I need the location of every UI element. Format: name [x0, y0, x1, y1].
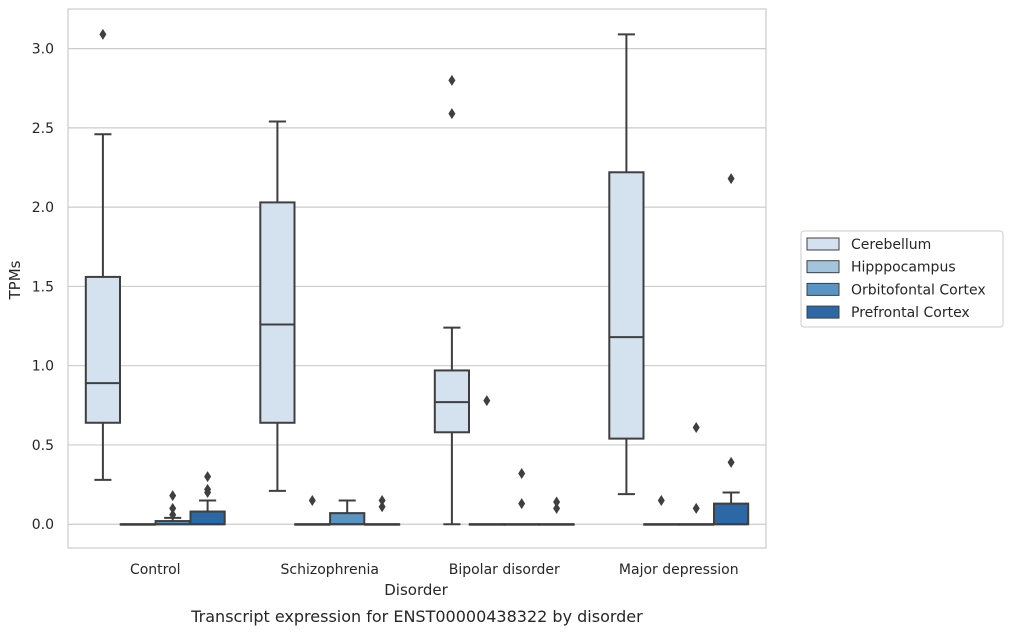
outlier-point [378, 494, 386, 506]
box-1-3 [363, 494, 401, 526]
y-tick-label: 2.0 [32, 200, 54, 216]
box-3-1 [643, 494, 680, 526]
box-2-0 [433, 74, 471, 526]
x-axis-title: Disorder [384, 581, 448, 599]
box-2-2 [503, 467, 540, 526]
y-axis-title: TPMs [6, 260, 24, 300]
outlier-point [727, 456, 735, 468]
x-tick-label: Control [130, 562, 181, 578]
y-tick-labels: 0.0 0.5 1.0 1.5 2.0 2.5 3.0 [32, 42, 54, 534]
box-0-1 [119, 523, 156, 526]
grid-layer [68, 48, 766, 525]
box-0-3 [189, 471, 226, 526]
box-1-0 [259, 120, 296, 492]
outlier-point [448, 108, 456, 120]
outlier-point [448, 74, 456, 86]
outlier-point [657, 494, 665, 506]
box-2-3 [538, 496, 575, 526]
box-body [84, 275, 122, 424]
box-body [329, 512, 366, 526]
box-3-0 [608, 33, 645, 496]
box-0-0 [84, 28, 122, 481]
outlier-point [204, 483, 212, 495]
plot-frame [67, 8, 767, 549]
y-tick-label: 0.5 [32, 438, 54, 454]
y-tick-label: 3.0 [32, 42, 54, 58]
box-body [259, 201, 296, 424]
outlier-point [727, 173, 735, 185]
box-0-2 [154, 490, 191, 526]
legend-label: Hipppocampus [851, 260, 956, 276]
legend-label: Cerebellum [851, 237, 931, 253]
box-3-2 [678, 422, 715, 526]
chart-caption: Transcript expression for ENST0000043832… [190, 607, 643, 626]
outlier-point [692, 422, 700, 434]
outlier-point [99, 28, 107, 40]
legend-label: Orbitofontal Cortex [851, 282, 986, 298]
outlier-point [204, 471, 212, 483]
outlier-point [169, 509, 177, 521]
box-layer [84, 28, 750, 526]
outlier-point [518, 498, 526, 510]
box-1-2 [329, 499, 366, 526]
outlier-point [169, 502, 177, 514]
y-tick-label: 1.5 [32, 279, 54, 295]
legend: Cerebellum Hipppocampus Orbitofontal Corte… [800, 230, 1004, 328]
outlier-point [553, 496, 561, 508]
box-body [712, 502, 750, 526]
x-tick-labels: Control Schizophrenia Bipolar disorder Majo… [130, 562, 739, 578]
outlier-point [692, 502, 700, 514]
y-tick-label: 2.5 [32, 121, 54, 137]
outlier-point [483, 395, 491, 407]
legend-frame [800, 230, 1004, 328]
outlier-point [308, 494, 316, 506]
box-body [189, 510, 226, 526]
y-tick-label: 0.0 [32, 517, 54, 533]
x-tick-label: Bipolar disorder [449, 562, 560, 578]
legend-swatch [806, 282, 840, 296]
legend-swatch [806, 260, 840, 274]
outlier-point [518, 467, 526, 479]
outlier-point [378, 501, 386, 513]
x-tick-label: Major depression [619, 562, 739, 578]
legend-swatch [806, 237, 840, 251]
box-3-3 [712, 173, 750, 526]
legend-label: Prefrontal Cortex [851, 305, 970, 321]
x-tick-label: Schizophrenia [281, 562, 379, 578]
legend-swatch [806, 305, 840, 319]
box-body [608, 171, 645, 440]
outlier-point [169, 490, 177, 502]
outlier-point [553, 502, 561, 514]
box-1-1 [294, 494, 331, 526]
y-tick-label: 1.0 [32, 359, 54, 375]
box-2-1 [468, 395, 505, 526]
